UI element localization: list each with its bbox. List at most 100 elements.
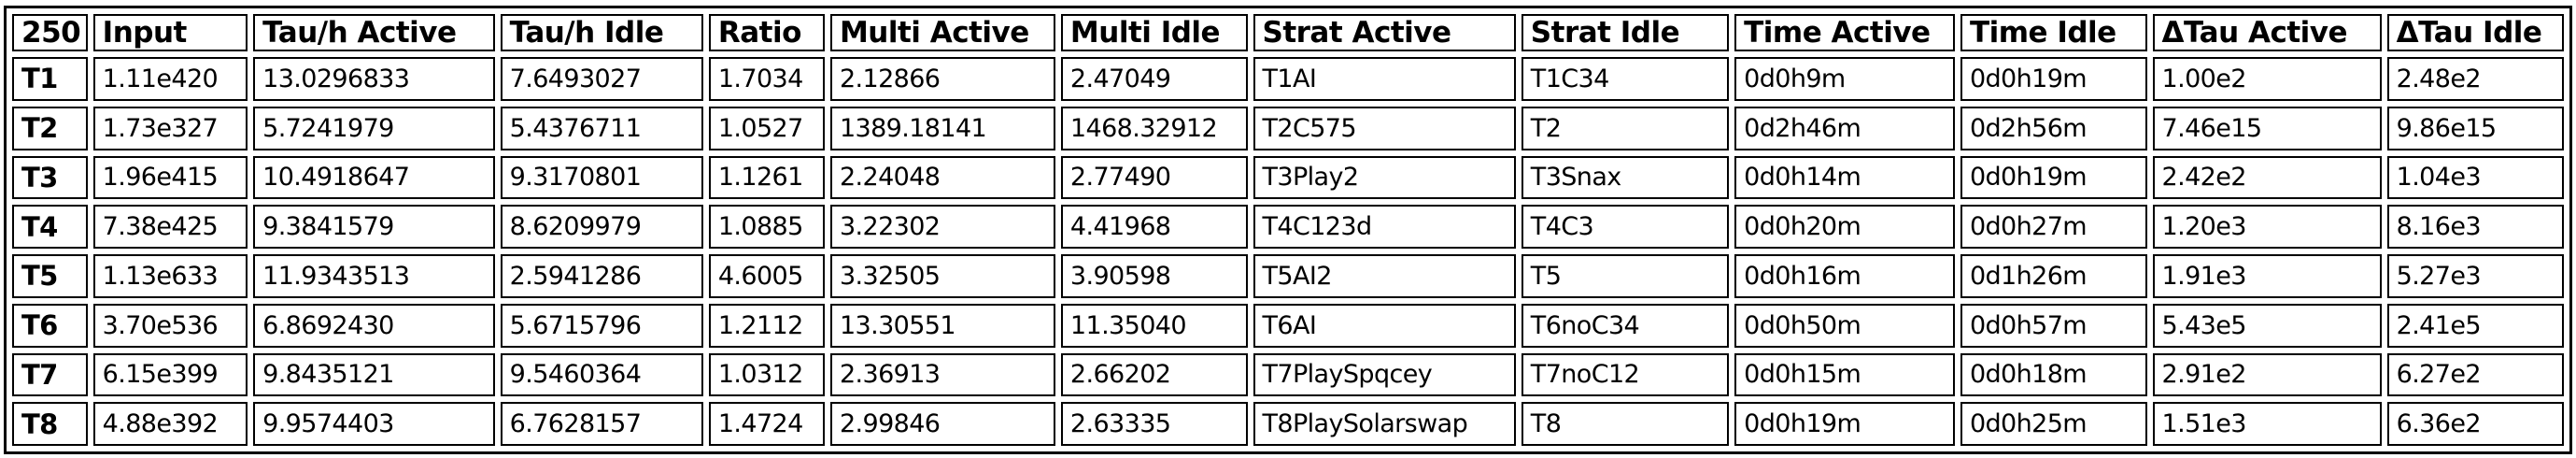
cell-tau-h-active: 11.9343513 — [253, 254, 495, 298]
cell-strat-active: T1AI — [1253, 57, 1516, 101]
cell-time-active: 0d0h19m — [1734, 402, 1955, 446]
cell-strat-active: T7PlaySpqcey — [1253, 352, 1516, 397]
cell-tau-h-idle: 5.4376711 — [500, 106, 703, 150]
cell-multi-idle: 2.47049 — [1060, 57, 1248, 101]
cell-row-label: T5 — [12, 254, 88, 298]
cell-multi-idle: 2.66202 — [1060, 352, 1248, 397]
cell-time-idle: 0d0h19m — [1960, 57, 2147, 101]
header-cell-strat-idle: Strat Idle — [1521, 14, 1730, 51]
table-row: T6 3.70e536 6.8692430 5.6715796 1.2112 13.305… — [12, 303, 2564, 348]
cell-multi-active: 3.32505 — [829, 254, 1055, 298]
cell-ratio: 1.7034 — [708, 57, 825, 101]
cell-tau-h-active: 9.3841579 — [253, 205, 495, 249]
cell-strat-idle: T8 — [1521, 402, 1730, 446]
cell-multi-active: 3.22302 — [829, 205, 1055, 249]
header-cell-multi-active: Multi Active — [829, 14, 1055, 51]
cell-dtau-active: 1.00e2 — [2152, 57, 2382, 101]
cell-tau-h-active: 9.8435121 — [253, 352, 495, 397]
results-table: 250 Input Tau/h Active Tau/h Idle Ratio … — [4, 6, 2572, 454]
cell-time-active: 0d0h20m — [1734, 205, 1955, 249]
cell-input: 6.15e399 — [92, 352, 248, 397]
cell-dtau-idle: 1.04e3 — [2386, 155, 2564, 200]
header-cell-tau-h-idle: Tau/h Idle — [500, 14, 703, 51]
cell-ratio: 1.0885 — [708, 205, 825, 249]
cell-tau-h-idle: 7.6493027 — [500, 57, 703, 101]
cell-strat-active: T2C575 — [1253, 106, 1516, 150]
table-row: T1 1.11e420 13.0296833 7.6493027 1.7034 2.128… — [12, 57, 2564, 101]
table-row: T3 1.96e415 10.4918647 9.3170801 1.1261 2.240… — [12, 155, 2564, 200]
cell-dtau-active: 7.46e15 — [2152, 106, 2382, 150]
cell-strat-idle: T3Snax — [1521, 155, 1730, 200]
table-row: T7 6.15e399 9.8435121 9.5460364 1.0312 2.3691… — [12, 352, 2564, 397]
header-cell-input: Input — [92, 14, 248, 51]
cell-time-idle: 0d2h56m — [1960, 106, 2147, 150]
cell-tau-h-idle: 5.6715796 — [500, 303, 703, 348]
cell-time-idle: 0d1h26m — [1960, 254, 2147, 298]
cell-time-active: 0d2h46m — [1734, 106, 1955, 150]
cell-dtau-idle: 6.36e2 — [2386, 402, 2564, 446]
cell-row-label: T1 — [12, 57, 88, 101]
cell-dtau-active: 1.20e3 — [2152, 205, 2382, 249]
cell-input: 1.73e327 — [92, 106, 248, 150]
table-row: T8 4.88e392 9.9574403 6.7628157 1.4724 2.9984… — [12, 402, 2564, 446]
cell-dtau-idle: 2.48e2 — [2386, 57, 2564, 101]
cell-multi-idle: 2.63335 — [1060, 402, 1248, 446]
cell-time-idle: 0d0h27m — [1960, 205, 2147, 249]
cell-dtau-idle: 2.41e5 — [2386, 303, 2564, 348]
cell-input: 3.70e536 — [92, 303, 248, 348]
cell-dtau-active: 2.42e2 — [2152, 155, 2382, 200]
cell-ratio: 1.0312 — [708, 352, 825, 397]
cell-row-label: T8 — [12, 402, 88, 446]
cell-time-idle: 0d0h25m — [1960, 402, 2147, 446]
cell-strat-active: T8PlaySolarswap — [1253, 402, 1516, 446]
table-row: T5 1.13e633 11.9343513 2.5941286 4.6005 3.325… — [12, 254, 2564, 298]
cell-multi-idle: 2.77490 — [1060, 155, 1248, 200]
cell-row-label: T6 — [12, 303, 88, 348]
header-cell-time-idle: Time Idle — [1960, 14, 2147, 51]
cell-ratio: 1.1261 — [708, 155, 825, 200]
header-cell-strat-active: Strat Active — [1253, 14, 1516, 51]
cell-row-label: T7 — [12, 352, 88, 397]
cell-time-idle: 0d0h18m — [1960, 352, 2147, 397]
header-cell-time-active: Time Active — [1734, 14, 1955, 51]
cell-dtau-idle: 8.16e3 — [2386, 205, 2564, 249]
header-cell-ratio: Ratio — [708, 14, 825, 51]
cell-strat-idle: T6noC34 — [1521, 303, 1730, 348]
cell-multi-active: 2.36913 — [829, 352, 1055, 397]
cell-tau-h-active: 6.8692430 — [253, 303, 495, 348]
cell-ratio: 1.4724 — [708, 402, 825, 446]
cell-input: 7.38e425 — [92, 205, 248, 249]
cell-strat-idle: T4C3 — [1521, 205, 1730, 249]
table-row: T2 1.73e327 5.7241979 5.4376711 1.0527 1389.1… — [12, 106, 2564, 150]
header-cell-multi-idle: Multi Idle — [1060, 14, 1248, 51]
cell-multi-active: 2.24048 — [829, 155, 1055, 200]
cell-tau-h-idle: 9.3170801 — [500, 155, 703, 200]
cell-multi-active: 13.30551 — [829, 303, 1055, 348]
cell-multi-idle: 1468.32912 — [1060, 106, 1248, 150]
cell-time-active: 0d0h16m — [1734, 254, 1955, 298]
cell-time-active: 0d0h14m — [1734, 155, 1955, 200]
cell-strat-idle: T1C34 — [1521, 57, 1730, 101]
header-cell-tau-h-active: Tau/h Active — [253, 14, 495, 51]
cell-row-label: T2 — [12, 106, 88, 150]
table-body: T1 1.11e420 13.0296833 7.6493027 1.7034 2.128… — [12, 57, 2564, 446]
cell-dtau-active: 5.43e5 — [2152, 303, 2382, 348]
header-cell-dtau-idle: ΔTau Idle — [2386, 14, 2564, 51]
cell-tau-h-idle: 9.5460364 — [500, 352, 703, 397]
cell-time-active: 0d0h15m — [1734, 352, 1955, 397]
cell-ratio: 4.6005 — [708, 254, 825, 298]
cell-dtau-idle: 6.27e2 — [2386, 352, 2564, 397]
cell-input: 1.11e420 — [92, 57, 248, 101]
cell-strat-idle: T2 — [1521, 106, 1730, 150]
cell-strat-idle: T5 — [1521, 254, 1730, 298]
cell-ratio: 1.0527 — [708, 106, 825, 150]
cell-dtau-active: 2.91e2 — [2152, 352, 2382, 397]
cell-input: 1.13e633 — [92, 254, 248, 298]
cell-row-label: T3 — [12, 155, 88, 200]
cell-multi-active: 2.12866 — [829, 57, 1055, 101]
cell-dtau-idle: 9.86e15 — [2386, 106, 2564, 150]
cell-multi-idle: 4.41968 — [1060, 205, 1248, 249]
cell-dtau-idle: 5.27e3 — [2386, 254, 2564, 298]
cell-multi-idle: 3.90598 — [1060, 254, 1248, 298]
